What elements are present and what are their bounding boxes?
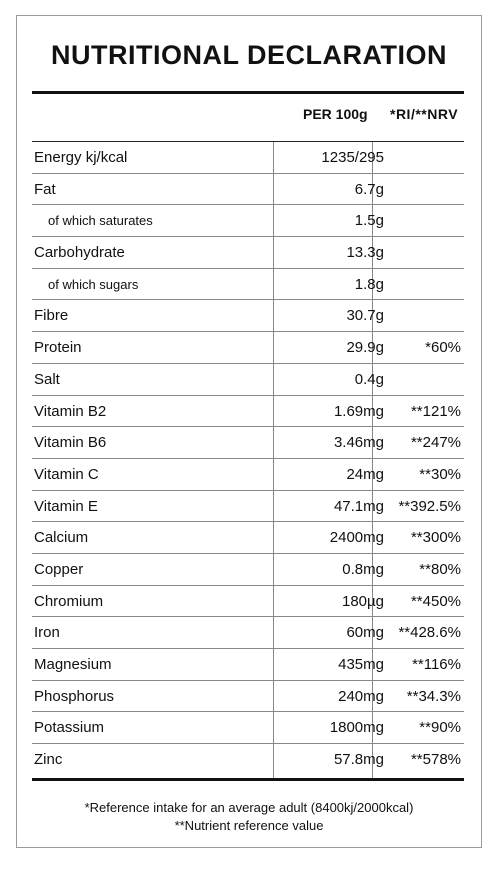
nutrient-value: 1.8g — [354, 275, 384, 293]
nutrient-name: Vitamin B6 — [34, 434, 107, 452]
nutrient-value: 2400mg — [329, 529, 384, 547]
nutrient-value: 6.7g — [354, 180, 384, 198]
nutrient-value: 435mg — [338, 656, 384, 673]
nutrient-name: Carbohydrate — [34, 244, 125, 262]
nutrient-value: 0.4g — [354, 370, 384, 388]
header-ri-nrv: *RI/**NRV — [390, 106, 459, 122]
header-per-100g: PER 100g — [303, 106, 368, 122]
top-rule — [32, 91, 464, 94]
nutrient-ri: **34.3% — [406, 687, 461, 705]
nutrient-value: 240mg — [338, 687, 384, 705]
table-row: Vitamin C 24mg **30% — [32, 459, 464, 491]
table-row: Potassium 1800mg **90% — [32, 712, 464, 745]
table-row: Vitamin E 47.1mg **392.5% — [32, 491, 464, 523]
nutrient-value: 180µg — [341, 592, 384, 610]
footnote-nutrient-reference: **Nutrient reference value — [174, 818, 324, 833]
footnote-reference-intake: *Reference intake for an average adult (… — [84, 800, 414, 815]
table-row: Vitamin B2 1.69mg **121% — [32, 396, 464, 428]
nutrient-value: 57.8mg — [333, 751, 384, 769]
nutrient-name: Protein — [34, 339, 82, 357]
nutrient-ri: **450% — [410, 592, 461, 610]
nutrient-ri: **121% — [410, 402, 461, 420]
table-row: Fibre 30.7g — [32, 300, 464, 333]
bottom-rule — [32, 778, 464, 781]
nutrient-ri: **30% — [419, 465, 461, 483]
nutrient-name: of which saturates — [48, 213, 153, 229]
nutrient-name: Energy kj/kcal — [34, 149, 128, 166]
nutrient-value: 47.1mg — [333, 497, 384, 515]
nutrient-name: Chromium — [34, 592, 104, 610]
table-row: Chromium 180µg **450% — [32, 586, 464, 618]
nutrient-value: 1235/295 — [321, 149, 384, 166]
nutrient-name: of which sugars — [48, 276, 139, 292]
nutrient-value: 0.8mg — [342, 560, 384, 578]
nutrient-ri: *60% — [425, 339, 461, 357]
nutrient-value: 3.46mg — [333, 434, 384, 452]
nutrient-name: Zinc — [34, 751, 63, 769]
nutrient-name: Phosphorus — [34, 687, 115, 705]
nutrient-name: Vitamin B2 — [34, 402, 107, 420]
nutrient-name: Copper — [34, 560, 84, 578]
nutrient-ri: **392.5% — [398, 497, 461, 515]
nutrition-panel: NUTRITIONAL DECLARATION PER 100g *RI/**N… — [16, 15, 482, 848]
nutrient-ri: **578% — [410, 751, 461, 769]
table-row: Energy kj/kcal 1235/295 — [32, 142, 464, 174]
table-row: Iron 60mg **428.6% — [32, 617, 464, 649]
nutrient-value: 30.7g — [346, 307, 384, 325]
table-row: Calcium 2400mg **300% — [32, 522, 464, 554]
nutrient-name: Fibre — [34, 307, 69, 325]
table-row: Copper 0.8mg **80% — [32, 554, 464, 586]
nutrient-ri: **80% — [419, 560, 461, 578]
table-row: Magnesium 435mg **116% — [32, 649, 464, 681]
table-row: Zinc 57.8mg **578% — [32, 744, 464, 776]
nutrient-value: 29.9g — [346, 339, 384, 357]
column-divider-ri — [372, 142, 373, 778]
nutrient-ri: **428.6% — [398, 624, 461, 642]
nutrient-value: 1.5g — [354, 212, 384, 230]
table-row: Vitamin B6 3.46mg **247% — [32, 427, 464, 459]
nutrient-name: Iron — [34, 624, 60, 642]
nutrient-ri: **116% — [412, 656, 461, 673]
nutrient-name: Salt — [34, 370, 60, 388]
nutrient-name: Calcium — [34, 529, 89, 547]
table-row: of which sugars 1.8g — [32, 269, 464, 301]
nutrient-name: Potassium — [34, 719, 105, 737]
nutrient-ri: **90% — [419, 719, 461, 737]
table-row: of which saturates 1.5g — [32, 205, 464, 238]
nutrient-name: Vitamin E — [34, 497, 98, 515]
table-row: Phosphorus 240mg **34.3% — [32, 681, 464, 713]
nutrient-value: 1800mg — [329, 719, 384, 737]
page-title: NUTRITIONAL DECLARATION — [51, 40, 447, 70]
nutrient-ri: **300% — [410, 529, 461, 547]
nutrient-value: 24mg — [346, 465, 384, 483]
nutrition-table: Energy kj/kcal 1235/295 Fat 6.7g of which sa… — [32, 142, 464, 776]
nutrient-value: 1.69mg — [333, 402, 384, 420]
table-row: Salt 0.4g — [32, 364, 464, 396]
table-row: Protein 29.9g *60% — [32, 332, 464, 364]
column-divider-values — [273, 142, 274, 778]
nutrient-value: 60mg — [346, 624, 384, 642]
table-row: Fat 6.7g — [32, 174, 464, 206]
nutrient-name: Fat — [34, 180, 56, 198]
nutrient-ri: **247% — [410, 434, 461, 452]
nutrient-name: Magnesium — [34, 656, 112, 673]
table-row: Carbohydrate 13.3g — [32, 237, 464, 269]
nutrient-value: 13.3g — [346, 244, 384, 262]
nutrient-name: Vitamin C — [34, 465, 99, 483]
header-divider — [32, 141, 464, 142]
